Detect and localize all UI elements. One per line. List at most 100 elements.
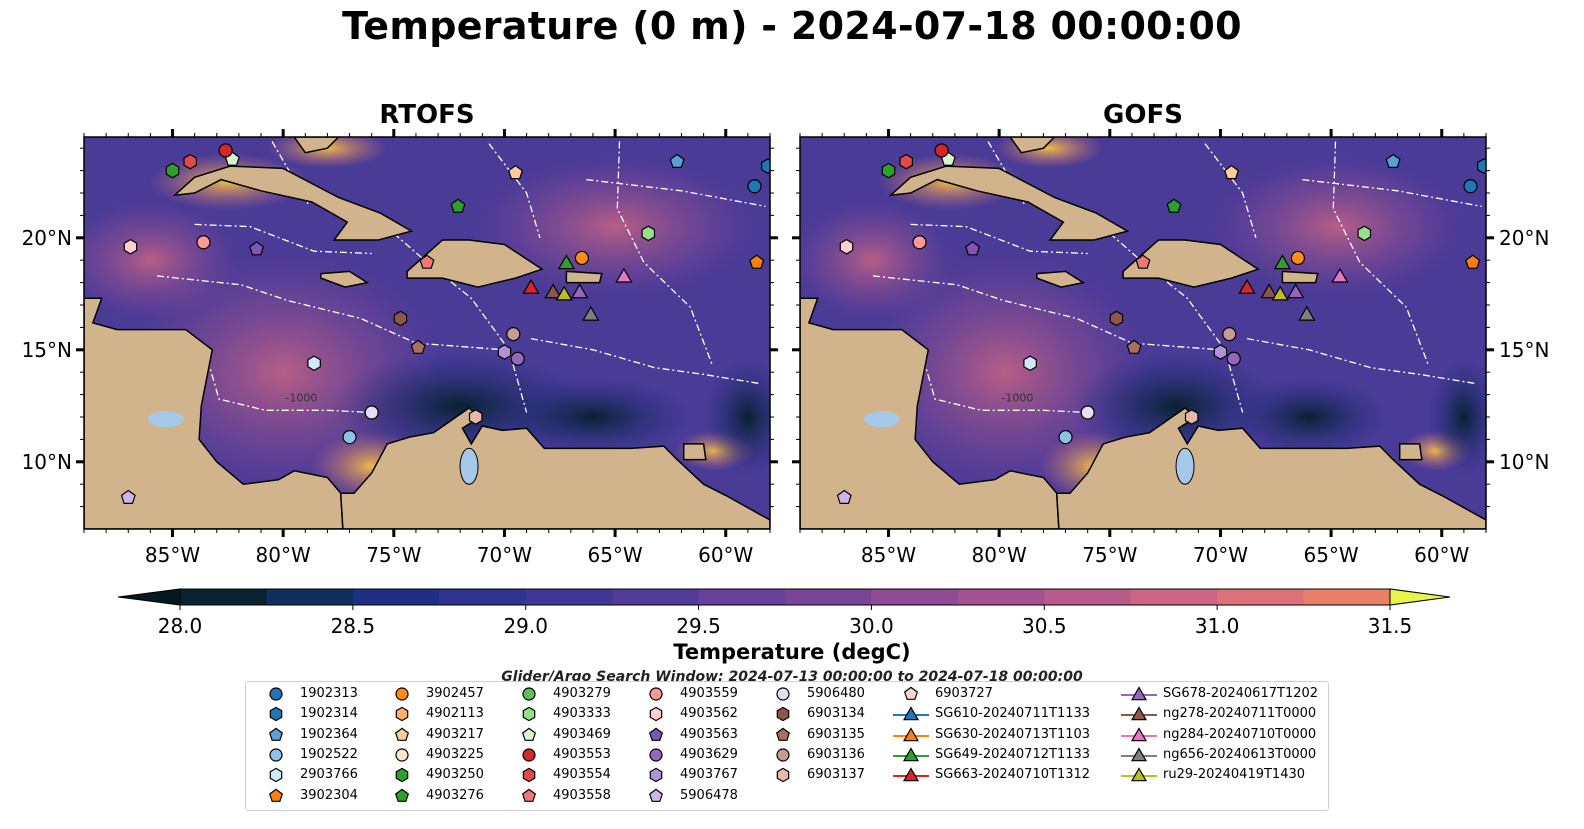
eez-boundary-line [393,232,528,413]
legend-marker-icon [269,767,283,783]
legend-marker-icon [893,747,929,762]
colorbar-label: Temperature (degC) [673,640,911,664]
map-marker-ng656 [1298,305,1316,321]
legend-marker-icon [1121,726,1157,741]
map-marker-ng278 [1260,283,1278,299]
legend-label: 4903225 [426,746,484,762]
map-panel-gofs: -1000 85°W 80°W 75°W 70°W 65°W 60°W 20°N 15°N 10°… [792,129,1549,567]
map-marker-ng656 [582,305,600,321]
legend-label: 4903554 [553,767,611,783]
legend-marker-icon [893,706,929,721]
land-bahamasEdge [1009,137,1056,154]
colorbar-segment [698,589,786,605]
colorbar-tick-label: 28.5 [331,614,376,638]
legend-label: 4903767 [680,767,738,783]
legend-pentagon-icon [394,727,410,741]
colorbar-segment [439,589,527,605]
legend-marker-icon [903,686,919,700]
colorbar-tick-label: 30.0 [849,614,894,638]
legend-label: 5906478 [680,787,738,803]
map-marker-1902522 [342,430,357,445]
eez-boundary-line [1302,178,1482,208]
map-marker-4903559 [196,235,211,250]
map-marker-1902314 [1476,158,1486,174]
legend-label: 4903629 [680,746,738,762]
legend-label: 3902304 [300,787,358,803]
temperature-warm-region [267,137,388,169]
legend-label: 4903559 [680,686,738,701]
legend-circle-icon [649,748,663,762]
lon-tick-label: 80°W [972,543,1027,567]
temperature-warm-region [84,200,241,321]
map-marker-6903136 [1222,327,1237,342]
map-marker-1902364 [1385,153,1401,168]
legend-marker-icon [394,788,410,802]
colorbar-tick-label: 31.5 [1368,614,1413,638]
legend-circle-icon [269,748,283,762]
colorbar-segment [1217,589,1305,605]
legend-label: ng656-20240613T0000 [1163,746,1317,762]
eez-boundary-line [872,275,1221,351]
map-marker-1902364 [669,153,685,168]
map-marker-4903217 [1223,164,1240,180]
colorbar-segment [1130,589,1218,605]
legend-marker-icon [269,748,283,762]
legend-marker-icon [521,788,537,802]
legend-label: 1902364 [300,726,358,742]
lon-tick-label: 60°W [1414,543,1469,567]
map-marker-4903553 [218,143,233,158]
legend-circle-icon [649,687,663,701]
eez-boundary-line [1109,232,1244,413]
map-marker-6903135 [410,339,426,354]
land-bahamasEdge [293,137,340,154]
legend-hexagon-icon [776,767,790,783]
lon-tick-label: 75°W [366,543,421,567]
map-marker-6903136 [506,327,521,342]
land-hispaniola [1122,239,1260,288]
map-marker-3902457 [574,250,590,266]
lon-tick-label: 85°W [861,543,916,567]
temperature-cold-region [702,357,770,477]
legend-pentagon-icon [648,727,664,741]
legend-label: 6903136 [807,746,865,762]
legend-marker-icon [268,727,284,741]
legend-label: 4903563 [680,726,738,742]
map-marker-4903767 [497,344,512,360]
colorbar: 28.0 28.5 29.0 29.5 30.0 30.5 31.0 31.5 [117,588,1451,638]
lat-tick-label: 15°N [22,338,72,362]
legend-pentagon-icon [268,727,284,741]
legend-marker-icon [776,687,790,701]
legend-triangle-icon [1130,747,1148,762]
lon-tick-label: 80°W [256,543,311,567]
land-hispaniola [406,239,544,288]
land-jamaica [320,270,370,288]
legend-marker-icon [395,767,409,783]
legend-marker-icon [776,748,790,762]
colorbar-segment [612,589,700,605]
map-marker-4903333 [1357,225,1372,242]
legend-label: SG663-20240710T1312 [935,767,1091,783]
temperature-warm-region [475,156,756,297]
eez-boundary-line [488,143,541,238]
legend-label: SG630-20240713T1103 [935,726,1091,742]
panel-title-gofs: GOFS [1103,100,1183,130]
map-marker-4903276 [450,198,466,213]
lon-tick-label: 70°W [1193,543,1248,567]
eez-boundary-line [910,223,1088,255]
map-marker-5906478 [836,489,852,504]
map-marker-4903217 [507,164,524,180]
legend-circle-icon [522,687,536,701]
legend-marker-icon [395,748,409,762]
colorbar-segment [352,589,440,605]
colorbar-tick-label: 31.0 [1195,614,1240,638]
colorbar-segment [1044,589,1132,605]
lon-tick-label: 70°W [477,543,532,567]
temperature-cold-region [492,377,693,457]
legend-label: 2903766 [300,767,358,783]
legend-marker-icon [648,788,664,802]
land-southam [1055,407,1486,529]
lake-maracaibo [459,447,479,485]
legend-marker-icon [1121,747,1157,762]
legend-label: 4903558 [553,787,611,803]
map-marker-4903554 [899,153,914,170]
